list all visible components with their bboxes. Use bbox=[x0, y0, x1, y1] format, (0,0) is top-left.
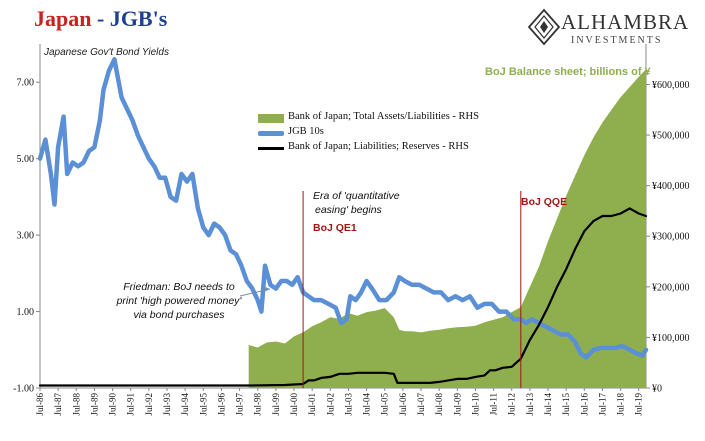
x-tick-label: Jul-96 bbox=[216, 393, 226, 416]
title-topic: JGB's bbox=[109, 6, 168, 31]
x-tick-label: Jul-17 bbox=[597, 393, 607, 416]
x-tick-label: Jul-04 bbox=[362, 393, 372, 416]
x-tick-label: Jul-89 bbox=[89, 393, 99, 416]
left-tick-label: 5.00 bbox=[17, 154, 35, 165]
x-tick-label: Jul-98 bbox=[253, 393, 263, 416]
x-tick-label: Jul-90 bbox=[108, 393, 118, 416]
x-tick-label: Jul-86 bbox=[35, 393, 45, 416]
legend-swatch-area bbox=[258, 114, 284, 123]
x-tick-label: Jul-05 bbox=[380, 393, 390, 416]
qe1-label: BoJ QE1 bbox=[313, 222, 357, 234]
legend-swatch-blue-line bbox=[258, 131, 284, 136]
x-tick-label: Jul-12 bbox=[507, 393, 517, 416]
right-tick-label: ¥300,000 bbox=[652, 232, 690, 243]
diamond-logo-icon bbox=[527, 8, 561, 46]
x-tick-label: Jul-91 bbox=[126, 393, 136, 416]
x-tick-label: Jul-13 bbox=[525, 393, 535, 416]
x-tick-label: Jul-06 bbox=[398, 393, 408, 416]
x-tick-label: Jul-00 bbox=[289, 393, 299, 416]
right-tick-label: ¥0 bbox=[652, 384, 662, 395]
friedman-line2: print 'high powered money' bbox=[116, 295, 242, 307]
x-tick-label: Jul-01 bbox=[307, 393, 317, 416]
x-tick-label: Jul-14 bbox=[543, 393, 553, 416]
chart-title: Japan - JGB's bbox=[34, 6, 167, 32]
x-tick-label: Jul-16 bbox=[579, 393, 589, 416]
x-tick-label: Jul-15 bbox=[561, 393, 571, 416]
qe-era-line1: Era of 'quantitative bbox=[313, 190, 400, 202]
qe-era-annotation: Era of 'quantitative easing' begins bbox=[313, 189, 400, 217]
chart-subtitle: Japanese Gov't Bond Yields bbox=[44, 47, 169, 58]
axes-layer: -1.00 1.00 3.00 5.00 7.00 ¥0 ¥100,000 ¥200,000 ¥… bbox=[13, 78, 689, 416]
jgb10s-line bbox=[37, 57, 649, 360]
x-tick-label: Jul-99 bbox=[271, 393, 281, 416]
x-tick-label: Jul-87 bbox=[53, 393, 63, 416]
right-tick-label: ¥500,000 bbox=[652, 131, 690, 142]
x-tick-label: Jul-88 bbox=[71, 393, 81, 416]
friedman-line1: Friedman: BoJ needs to bbox=[123, 281, 235, 293]
right-tick-label: ¥100,000 bbox=[652, 333, 690, 344]
x-tick-label: Jul-94 bbox=[180, 393, 190, 416]
right-tick-label: ¥600,000 bbox=[652, 80, 690, 91]
x-tick-label: Jul-10 bbox=[470, 393, 480, 416]
logo-tagline: INVESTMENTS bbox=[571, 35, 663, 46]
legend-label: Bank of Japan; Liabilities; Reserves - R… bbox=[288, 141, 469, 152]
qqe-label: BoJ QQE bbox=[521, 196, 568, 208]
rhs-axis-label: BoJ Balance sheet; billions of ¥ bbox=[485, 66, 651, 78]
x-tick-label: Jul-97 bbox=[235, 393, 245, 416]
x-tick-label: Jul-92 bbox=[144, 393, 154, 416]
logo-name: ALHAMBRA bbox=[561, 10, 690, 34]
x-tick-label: Jul-08 bbox=[434, 393, 444, 416]
x-tick-label: Jul-07 bbox=[416, 393, 426, 416]
left-tick-label: 7.00 bbox=[17, 78, 35, 89]
x-tick-label: Jul-95 bbox=[198, 393, 208, 416]
legend-label: JGB 10s bbox=[288, 126, 324, 137]
qe-era-line2: easing' begins bbox=[315, 204, 382, 216]
series-lines-layer bbox=[37, 57, 649, 387]
left-tick-label: 1.00 bbox=[17, 307, 35, 318]
x-tick-label: Jul-02 bbox=[325, 393, 335, 416]
friedman-annotation: Friedman: BoJ needs to print 'high power… bbox=[106, 280, 252, 322]
legend-swatch-black-line bbox=[258, 147, 284, 150]
friedman-arrow-head bbox=[263, 286, 270, 292]
x-tick-label: Jul-11 bbox=[489, 393, 499, 415]
legend-label: Bank of Japan; Total Assets/Liabilities … bbox=[288, 111, 479, 122]
x-tick-label: Jul-18 bbox=[616, 393, 626, 416]
right-tick-label: ¥400,000 bbox=[652, 181, 690, 192]
left-tick-label: -1.00 bbox=[13, 384, 34, 395]
x-tick-label: Jul-93 bbox=[162, 393, 172, 416]
x-tick-label: Jul-09 bbox=[452, 393, 462, 416]
event-markers-layer bbox=[239, 191, 522, 388]
left-tick-label: 3.00 bbox=[17, 231, 35, 242]
title-separator: - bbox=[91, 6, 110, 31]
x-tick-label: Jul-03 bbox=[343, 393, 353, 416]
right-tick-label: ¥200,000 bbox=[652, 282, 690, 293]
friedman-line3: via bond purchases bbox=[133, 309, 225, 321]
reserves-line bbox=[38, 207, 648, 387]
title-country: Japan bbox=[34, 6, 92, 31]
x-tick-label: Jul-19 bbox=[634, 393, 644, 416]
alhambra-logo: ALHAMBRA INVESTMENTS bbox=[527, 8, 697, 50]
